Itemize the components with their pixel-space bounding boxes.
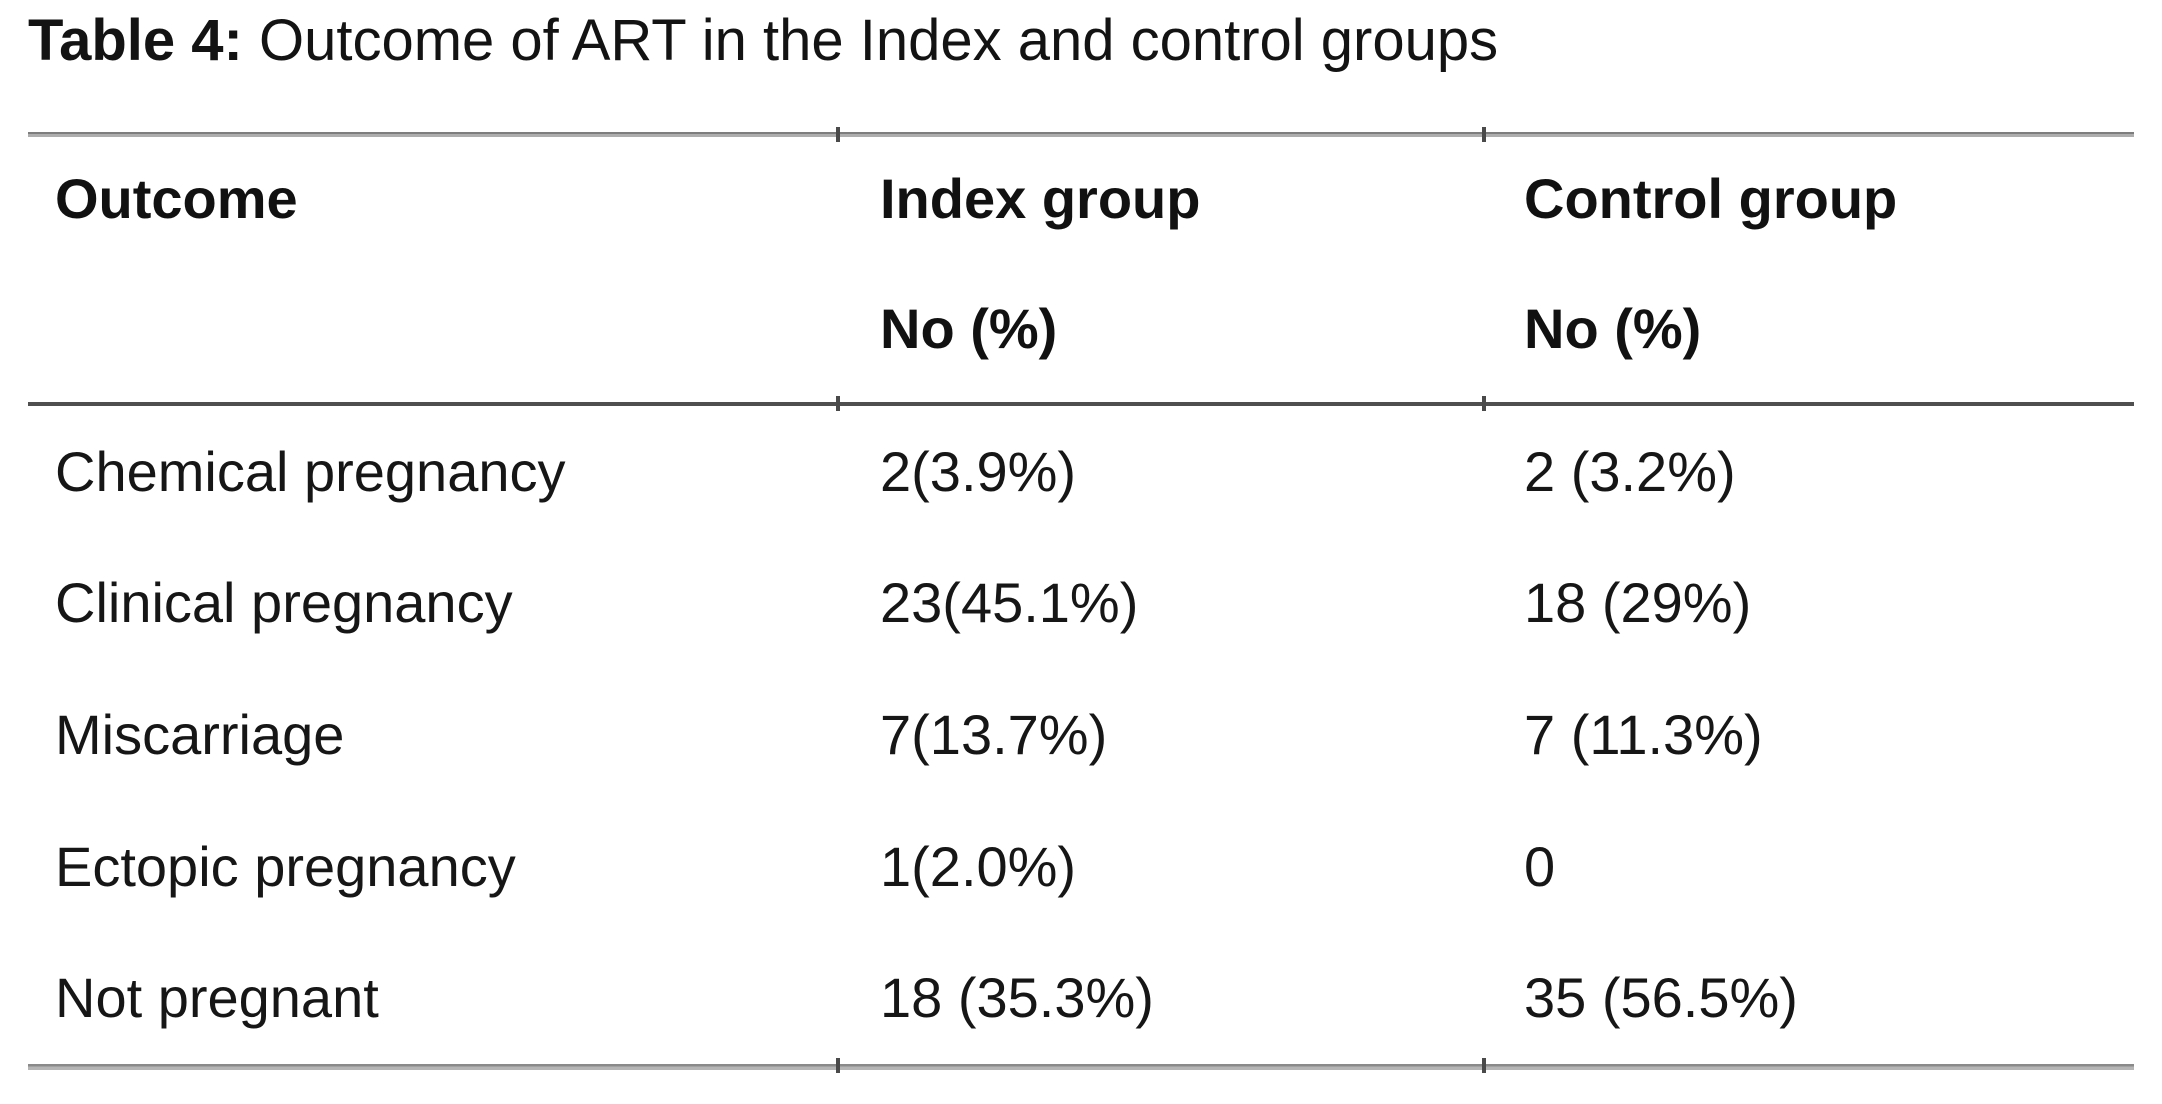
column-divider-tick	[1482, 396, 1486, 411]
cell-index-value: 7(13.7%)	[880, 702, 1108, 766]
table-bottom-rule	[28, 1064, 2134, 1070]
cell-index-value: 18 (35.3%)	[880, 966, 1154, 1030]
column-divider-tick	[1482, 1058, 1486, 1073]
header-control-unit-label: No (%)	[1524, 297, 1702, 360]
table-row: Clinical pregnancy 23(45.1%) 18 (29%)	[28, 538, 2134, 670]
header-cell-index-group: Index group No (%)	[836, 137, 1482, 402]
table-caption-label: Table 4:	[28, 8, 243, 73]
cell-index-value: 2(3.9%)	[880, 439, 1077, 503]
column-divider-tick	[836, 396, 840, 411]
header-cell-control-group: Control group No (%)	[1482, 137, 2134, 402]
cell-control-value: 7 (11.3%)	[1524, 702, 1763, 766]
table-body: Chemical pregnancy 2(3.9%) 2 (3.2%) Clin…	[28, 406, 2134, 1064]
cell-outcome: Not pregnant	[55, 966, 379, 1030]
header-index-unit-label: No (%)	[880, 297, 1058, 360]
header-outcome-label: Outcome	[55, 167, 298, 230]
table-header-row: Outcome Index group No (%) Control group…	[28, 137, 2134, 402]
cell-outcome: Ectopic pregnancy	[55, 834, 516, 898]
table-row: Chemical pregnancy 2(3.9%) 2 (3.2%)	[28, 406, 2134, 538]
column-divider-tick	[836, 127, 840, 142]
header-cell-outcome: Outcome	[28, 137, 836, 402]
cell-index-value: 1(2.0%)	[880, 834, 1077, 898]
table-top-rule	[28, 132, 2134, 137]
column-divider-tick	[836, 1058, 840, 1073]
cell-control-value: 18 (29%)	[1524, 571, 1752, 635]
table-caption-text: Outcome of ART in the Index and control …	[242, 8, 1499, 73]
cell-control-value: 2 (3.2%)	[1524, 439, 1736, 503]
table-row: Not pregnant 18 (35.3%) 35 (56.5%)	[28, 932, 2134, 1064]
header-index-group-label: Index group	[880, 167, 1201, 230]
cell-outcome: Miscarriage	[55, 702, 345, 766]
cell-control-value: 35 (56.5%)	[1524, 966, 1798, 1030]
column-divider-tick	[1482, 127, 1486, 142]
cell-outcome: Chemical pregnancy	[55, 439, 566, 503]
table-caption: Table 4: Outcome of ART in the Index and…	[28, 6, 1498, 76]
table-row: Miscarriage 7(13.7%) 7 (11.3%)	[28, 669, 2134, 801]
cell-outcome: Clinical pregnancy	[55, 571, 513, 635]
header-control-group-label: Control group	[1524, 167, 1898, 230]
table-row: Ectopic pregnancy 1(2.0%) 0	[28, 801, 2134, 933]
cell-control-value: 0	[1524, 834, 1556, 898]
cell-index-value: 23(45.1%)	[880, 571, 1139, 635]
table-header-separator-rule	[28, 402, 2134, 406]
